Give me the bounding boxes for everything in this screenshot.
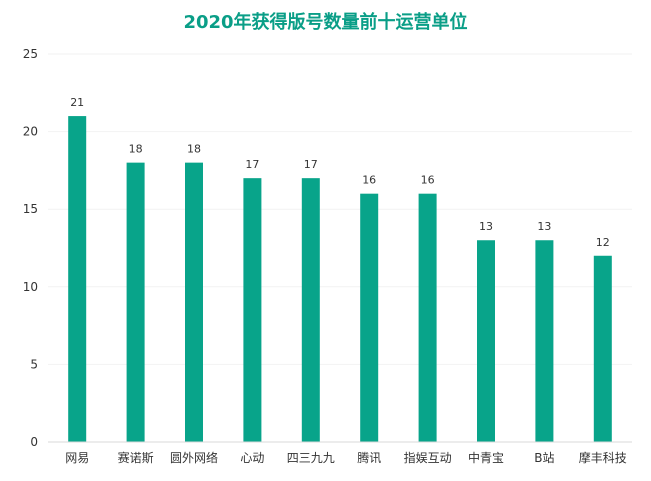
data-label: 21	[70, 96, 84, 109]
x-category-label: 网易	[65, 451, 89, 465]
data-label: 18	[187, 143, 201, 156]
bars	[68, 116, 612, 442]
x-category-label: 心动	[240, 451, 264, 465]
data-label: 17	[304, 158, 318, 171]
data-label: 18	[129, 143, 143, 156]
y-tick-label: 10	[23, 280, 38, 294]
x-axis-categories: 网易 赛诺斯 圆外网络 心动 四三九九 腾讯 指娱互动 中青宝 B站 摩丰科技	[65, 450, 627, 465]
y-tick-label: 5	[30, 357, 38, 371]
y-tick-label: 0	[30, 435, 38, 449]
bar	[185, 162, 203, 442]
y-tick-label: 15	[23, 202, 38, 216]
bar	[477, 240, 495, 442]
data-label: 16	[362, 174, 376, 187]
x-category-label: 指娱互动	[404, 450, 452, 465]
x-category-label: 摩丰科技	[579, 450, 627, 465]
x-category-label: 腾讯	[357, 450, 381, 465]
bar	[418, 193, 437, 442]
data-label: 12	[596, 236, 610, 249]
y-tick-label: 25	[23, 47, 38, 61]
bar	[301, 178, 320, 442]
bar	[593, 255, 612, 442]
data-label: 13	[479, 220, 493, 233]
bar	[535, 240, 554, 442]
grid-lines	[48, 53, 632, 365]
bar	[243, 178, 262, 442]
data-label: 16	[421, 174, 435, 187]
bar	[68, 116, 87, 442]
bar	[126, 162, 145, 442]
x-category-label: B站	[534, 451, 554, 465]
bar	[360, 193, 379, 442]
x-category-label: 圆外网络	[170, 450, 218, 465]
y-tick-label: 20	[23, 125, 38, 139]
data-labels: 21 18 18 17 17 16 16 13 13 12	[70, 96, 610, 249]
x-category-label: 赛诺斯	[118, 450, 154, 465]
chart-title: 2020年获得版号数量前十运营单位	[183, 12, 468, 33]
data-label: 17	[245, 158, 259, 171]
data-label: 13	[537, 220, 551, 233]
x-category-label: 四三九九	[287, 451, 335, 465]
x-category-label: 中青宝	[468, 450, 504, 465]
y-axis-ticks: 0 5 10 15 20 25	[23, 47, 38, 449]
